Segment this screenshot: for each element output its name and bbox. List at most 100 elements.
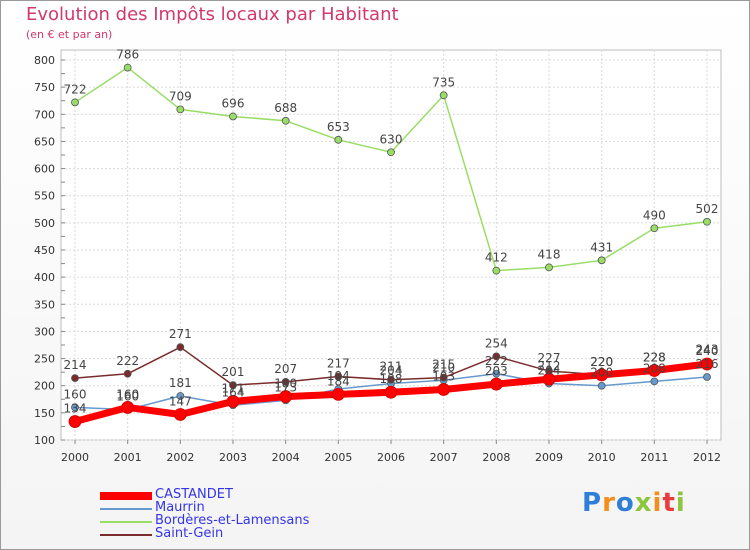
legend-swatch bbox=[100, 534, 152, 536]
data-point bbox=[281, 378, 290, 386]
data-point bbox=[279, 390, 293, 403]
data-label: 160 bbox=[116, 387, 139, 401]
x-tick-label: 2010 bbox=[588, 451, 616, 464]
data-label: 160 bbox=[116, 390, 139, 404]
x-tick-label: 2009 bbox=[535, 451, 563, 464]
data-label: 215 bbox=[432, 358, 455, 372]
data-point bbox=[437, 383, 451, 396]
proxiti-logo: Proxiti bbox=[582, 488, 686, 518]
data-point bbox=[542, 372, 556, 386]
logo-letter: i bbox=[652, 488, 663, 518]
y-tick-label: 400 bbox=[34, 271, 55, 284]
y-tick-label: 350 bbox=[34, 298, 55, 311]
data-label: 212 bbox=[538, 359, 561, 373]
y-tick-label: 250 bbox=[34, 353, 55, 366]
data-point bbox=[176, 392, 185, 400]
y-tick-label: 650 bbox=[34, 135, 55, 148]
data-point bbox=[703, 217, 711, 226]
data-point bbox=[492, 266, 501, 275]
legend-label: CASTANDET bbox=[155, 487, 233, 502]
data-label: 418 bbox=[538, 247, 561, 261]
y-tick-label: 300 bbox=[34, 325, 55, 338]
data-point bbox=[281, 116, 290, 125]
data-label: 228 bbox=[643, 351, 666, 365]
logo-letter: P bbox=[582, 488, 603, 518]
data-point bbox=[384, 385, 398, 399]
data-point bbox=[595, 368, 609, 382]
data-point bbox=[489, 377, 503, 391]
data-label: 204 bbox=[538, 364, 561, 378]
x-tick-label: 2012 bbox=[693, 451, 721, 464]
data-label: 653 bbox=[327, 120, 350, 134]
data-label: 222 bbox=[116, 354, 139, 368]
legend-swatch bbox=[100, 492, 152, 500]
data-label: 211 bbox=[380, 360, 403, 374]
data-label: 204 bbox=[380, 364, 403, 378]
data-point bbox=[650, 224, 659, 233]
y-tick-label: 200 bbox=[34, 380, 55, 393]
data-point bbox=[647, 364, 661, 377]
data-label: 208 bbox=[643, 361, 666, 375]
y-tick-label: 500 bbox=[34, 217, 55, 230]
y-tick-label: 550 bbox=[34, 190, 55, 203]
data-label: 227 bbox=[538, 351, 561, 365]
data-label: 188 bbox=[380, 372, 403, 386]
data-label: 203 bbox=[485, 364, 508, 378]
logo-letter: r bbox=[602, 488, 616, 518]
data-label: 502 bbox=[696, 202, 719, 216]
data-label: 160 bbox=[64, 387, 87, 401]
data-label: 181 bbox=[169, 376, 192, 390]
data-label: 630 bbox=[380, 132, 403, 146]
legend-label: Maurrin bbox=[155, 500, 205, 515]
legend-swatch bbox=[100, 508, 152, 510]
data-point bbox=[229, 381, 237, 390]
data-point bbox=[387, 375, 395, 384]
data-point bbox=[123, 369, 132, 378]
data-label: 688 bbox=[274, 101, 297, 115]
data-label: 490 bbox=[643, 208, 666, 222]
data-point bbox=[439, 373, 448, 382]
x-tick-label: 2002 bbox=[166, 451, 194, 464]
legend-label: Saint-Gein bbox=[155, 526, 224, 541]
data-label: 171 bbox=[222, 381, 245, 395]
x-tick-label: 2007 bbox=[430, 451, 458, 464]
data-label: 217 bbox=[327, 356, 350, 370]
data-point bbox=[123, 63, 132, 72]
data-point bbox=[71, 374, 79, 383]
chart-subtitle: (en € et par an) bbox=[26, 28, 113, 41]
data-point bbox=[71, 403, 79, 412]
data-point bbox=[700, 357, 714, 371]
y-tick-label: 150 bbox=[34, 407, 55, 420]
data-point bbox=[650, 377, 659, 386]
data-point bbox=[226, 395, 240, 408]
x-tick-label: 2003 bbox=[219, 451, 247, 464]
data-point bbox=[229, 112, 237, 121]
legend-label: Bordères-et-Lamensans bbox=[155, 513, 310, 528]
data-label: 696 bbox=[222, 96, 245, 110]
chart-title: Evolution des Impôts locaux par Habitant bbox=[26, 4, 399, 25]
data-label: 222 bbox=[485, 354, 508, 368]
data-label: 201 bbox=[222, 365, 245, 379]
data-label: 709 bbox=[169, 89, 192, 103]
data-point bbox=[492, 352, 501, 361]
x-tick-label: 2011 bbox=[640, 451, 668, 464]
data-point bbox=[173, 408, 187, 421]
x-tick-label: 2001 bbox=[114, 451, 142, 464]
data-label: 240 bbox=[696, 344, 719, 358]
y-tick-label: 100 bbox=[34, 434, 55, 447]
logo-letter: i bbox=[675, 488, 686, 518]
data-label: 147 bbox=[169, 394, 192, 408]
data-label: 200 bbox=[590, 366, 613, 380]
data-point bbox=[68, 415, 82, 428]
y-tick-label: 700 bbox=[34, 108, 55, 121]
data-point bbox=[334, 372, 343, 381]
data-label: 786 bbox=[116, 48, 139, 62]
y-tick-label: 450 bbox=[34, 244, 55, 257]
data-point bbox=[387, 148, 395, 157]
data-label: 220 bbox=[590, 355, 613, 369]
data-label: 243 bbox=[696, 342, 719, 356]
y-tick-label: 600 bbox=[34, 163, 55, 176]
legend-swatch bbox=[100, 521, 152, 523]
data-label: 164 bbox=[222, 385, 245, 399]
